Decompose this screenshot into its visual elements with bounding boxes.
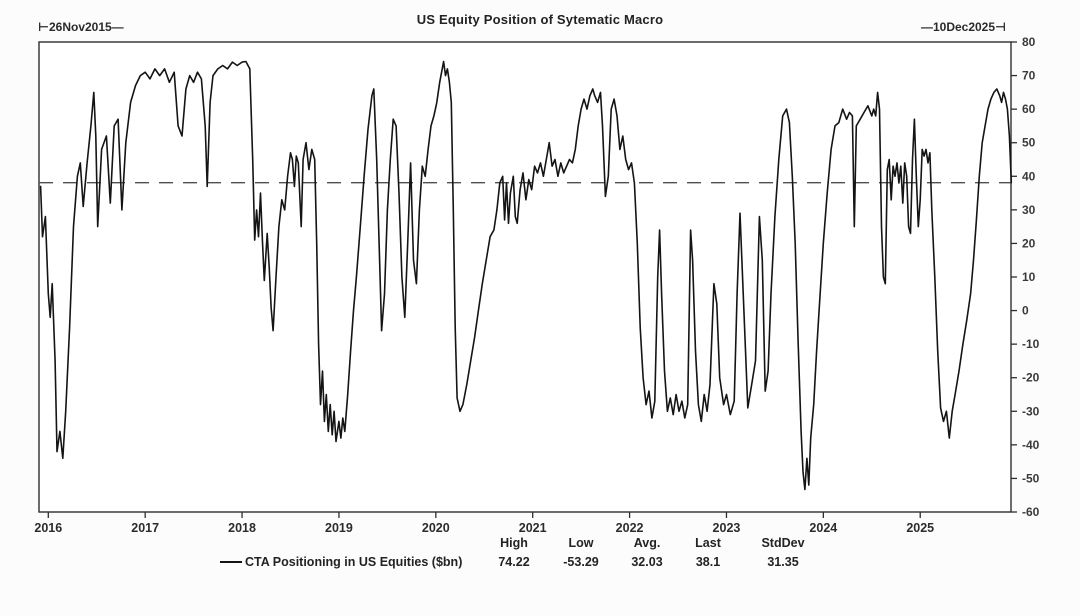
chart-title: US Equity Position of Sytematic Macro xyxy=(416,12,664,27)
legend-item: CTA Positioning in US Equities ($bn) xyxy=(220,555,462,569)
x-tick-label: 2017 xyxy=(131,521,159,535)
x-tick-label: 2021 xyxy=(519,521,547,535)
y-tick-label: 10 xyxy=(1022,270,1036,284)
x-tick-label: 2025 xyxy=(906,521,934,535)
x-tick-label: 2024 xyxy=(809,521,837,535)
y-tick-label: 0 xyxy=(1022,304,1029,318)
stats-value-last: 38.1 xyxy=(695,555,721,569)
y-tick-label: 20 xyxy=(1022,236,1036,250)
x-tick-label: 2022 xyxy=(616,521,644,535)
x-tick-label: 2018 xyxy=(228,521,256,535)
y-tick-label: -60 xyxy=(1022,505,1040,519)
stats-header-stddev: StdDev xyxy=(761,536,805,550)
start-date-annotation: ⊢26Nov2015— xyxy=(38,20,124,34)
cta-positioning-series-line xyxy=(39,60,1013,491)
legend-label: CTA Positioning in US Equities ($bn) xyxy=(245,555,463,569)
x-tick-label: 2023 xyxy=(713,521,741,535)
stats-header-last: Last xyxy=(695,536,721,550)
x-tick-label: 2016 xyxy=(34,521,62,535)
y-tick-label: -40 xyxy=(1022,438,1040,452)
y-tick-label: 80 xyxy=(1022,35,1036,49)
legend-line-swatch xyxy=(220,560,242,564)
y-tick-label: -20 xyxy=(1022,371,1040,385)
y-tick-label: 30 xyxy=(1022,203,1036,217)
x-tick-label: 2019 xyxy=(325,521,353,535)
plot-border xyxy=(38,41,1012,513)
y-tick-label: 60 xyxy=(1022,102,1036,116)
y-tick-label: 70 xyxy=(1022,69,1036,83)
stats-value-avg: 32.03 xyxy=(631,555,663,569)
x-tick-label: 2020 xyxy=(422,521,450,535)
y-tick-label: -50 xyxy=(1022,471,1040,485)
y-tick-label: -30 xyxy=(1022,404,1040,418)
stats-header-avg: Avg. xyxy=(633,536,661,550)
y-tick-label: 40 xyxy=(1022,169,1036,183)
stats-header-high: High xyxy=(500,536,528,550)
stats-header-low: Low xyxy=(568,536,594,550)
stats-value-stddev: 31.35 xyxy=(767,555,799,569)
stats-value-high: 74.22 xyxy=(498,555,530,569)
stats-value-low: -53.29 xyxy=(563,555,599,569)
y-tick-label: 50 xyxy=(1022,136,1036,150)
end-date-annotation: —10Dec2025⊣ xyxy=(920,20,1006,34)
y-tick-label: -10 xyxy=(1022,337,1040,351)
